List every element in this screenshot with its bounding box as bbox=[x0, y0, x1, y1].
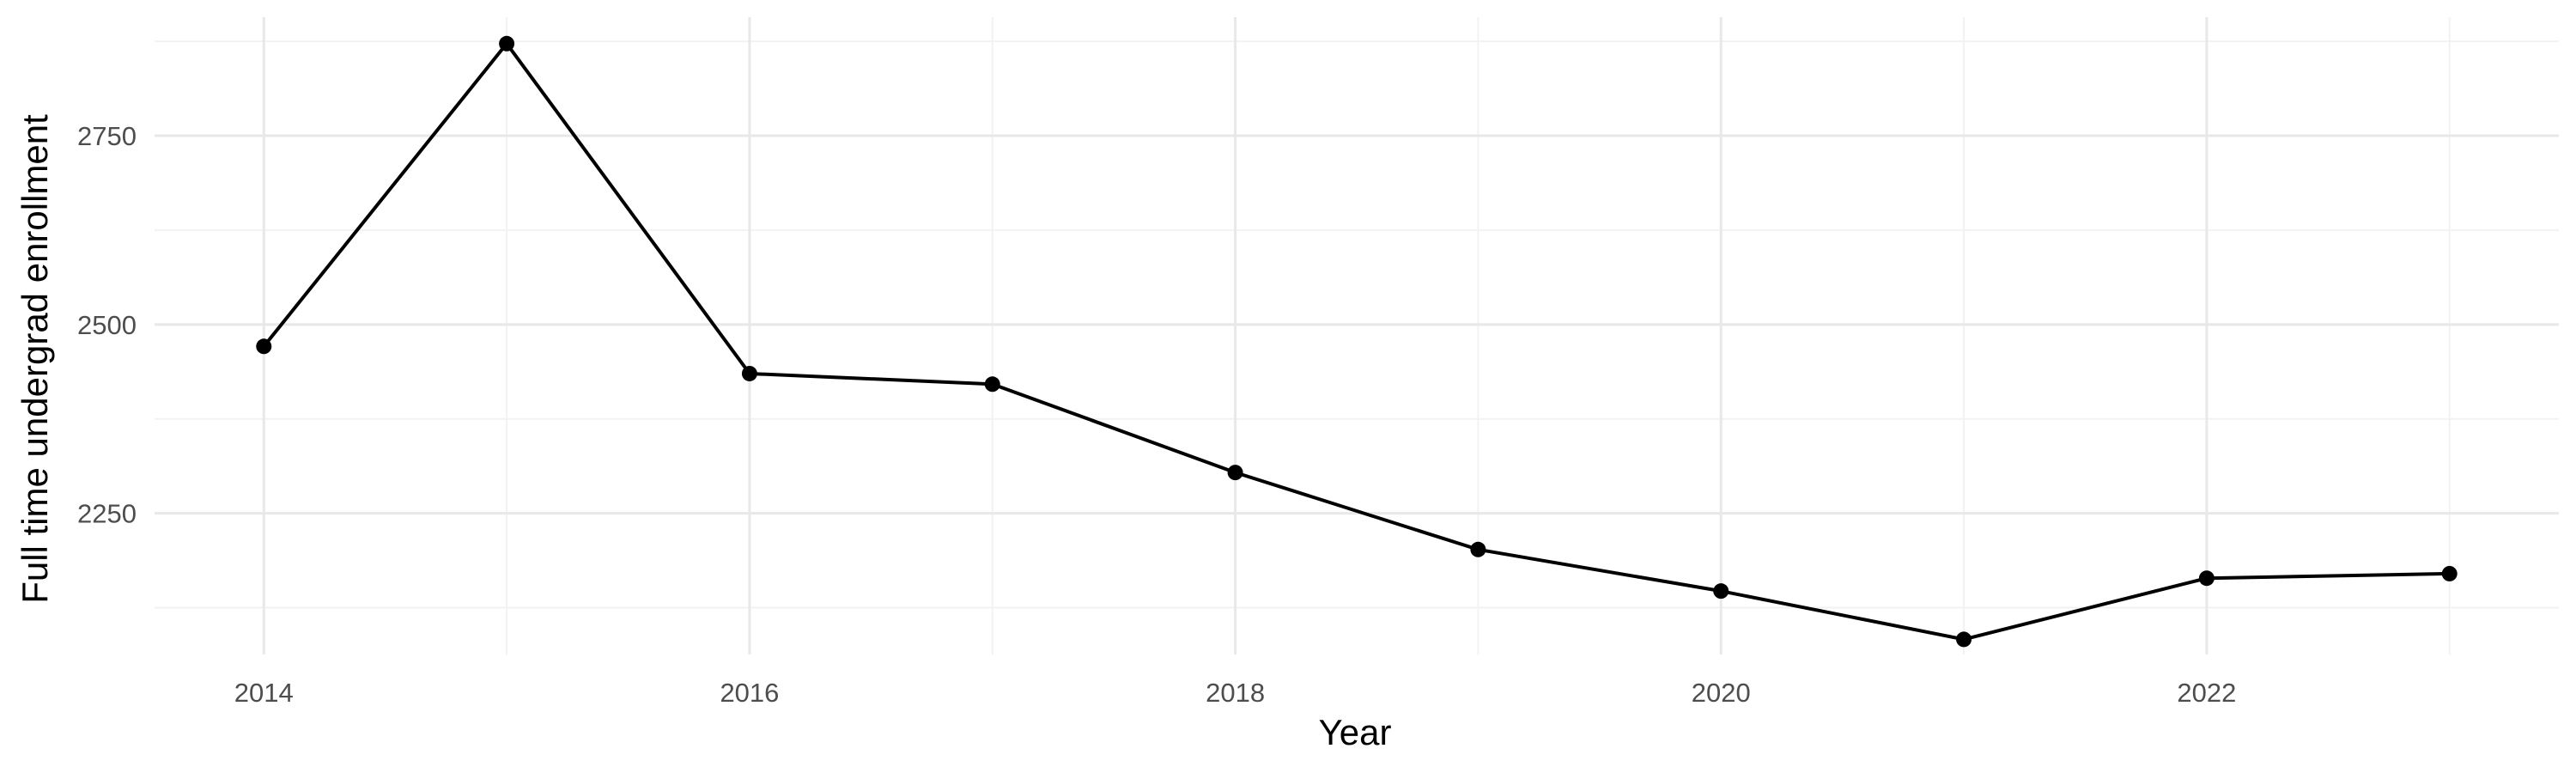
data-point bbox=[2198, 570, 2215, 587]
x-tick-label: 2020 bbox=[1692, 678, 1751, 708]
data-point bbox=[256, 338, 272, 355]
points-layer bbox=[256, 35, 2458, 648]
data-point bbox=[2441, 565, 2458, 581]
y-tick-label: 2500 bbox=[77, 310, 137, 340]
y-tick-label: 2250 bbox=[77, 499, 137, 529]
y-axis-title: Full time undergrad enrollment bbox=[15, 114, 55, 604]
x-axis-title: Year bbox=[1319, 712, 1392, 752]
x-tick-label: 2022 bbox=[2177, 678, 2236, 708]
data-point bbox=[1956, 631, 1972, 648]
data-point bbox=[984, 376, 1000, 393]
y-tick-labels: 2250 2500 2750 bbox=[77, 121, 137, 529]
series-layer bbox=[262, 41, 2450, 642]
x-tick-label: 2014 bbox=[234, 678, 294, 708]
data-point bbox=[1470, 541, 1486, 557]
major-gridlines bbox=[155, 17, 2559, 654]
y-tick-label: 2750 bbox=[77, 121, 137, 151]
x-tick-label: 2016 bbox=[720, 678, 779, 708]
data-point bbox=[499, 35, 515, 52]
data-point bbox=[1713, 583, 1729, 600]
series-line bbox=[262, 41, 2450, 642]
data-point bbox=[741, 365, 757, 381]
x-tick-labels: 2014 2016 2018 2020 2022 bbox=[234, 678, 2237, 708]
x-tick-label: 2018 bbox=[1206, 678, 1265, 708]
minor-gridlines bbox=[155, 17, 2559, 654]
data-point bbox=[1227, 465, 1243, 481]
